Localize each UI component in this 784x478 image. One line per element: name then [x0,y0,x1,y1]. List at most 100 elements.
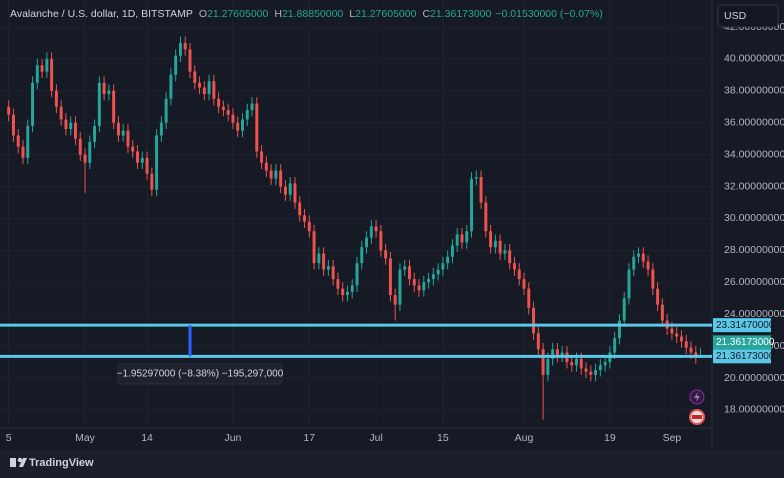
candle-body [164,98,168,123]
candle-body [155,135,159,190]
candle-body [656,288,660,305]
ohlc-value: 21.27605000 [355,8,416,20]
candle-body [169,74,173,99]
y-tick-label: 38.00000000 [724,85,784,97]
candle-body [350,285,354,292]
candle-body [589,371,593,375]
ohlc-key: C [422,8,430,20]
candle-body [393,295,397,305]
candle-body [35,65,39,83]
candle-body [446,256,450,264]
x-tick-label: 5 [6,432,12,444]
candle-body [689,347,693,353]
candle-body [264,162,268,171]
logo-part [10,458,16,467]
candle-body [336,279,340,289]
candle-body [202,87,206,94]
candle-body [441,263,445,270]
candle-body [193,71,197,83]
candle-body [31,82,35,126]
candle-body [183,42,187,50]
candle-body [312,231,316,264]
candle-body [384,250,388,259]
candle-body [59,106,63,120]
candle-body [293,183,297,203]
change: −0.01530000 (−0.07%) [495,8,602,20]
candle-body [403,266,407,270]
candle-body [136,151,139,163]
candle-body [493,240,497,248]
candle-body [617,320,621,339]
candle-body [555,349,559,356]
brand-logo [10,457,27,467]
candle-body [436,269,440,275]
candle-body [532,307,536,334]
candle-body [365,237,369,248]
logo-part [17,457,23,463]
candle-body [388,258,392,296]
y-tick-label: 28.00000000 [724,244,784,256]
candle-body [174,55,178,75]
candle-body [150,173,154,190]
candle-body [260,151,264,163]
candle-body [584,368,588,372]
y-tick-label: 32.00000000 [724,180,784,192]
candle-body [369,226,373,238]
candle-body [360,247,364,264]
footer-bar [0,450,784,478]
y-tick-label: 36.00000000 [724,117,784,129]
candle-body [159,122,163,136]
currency-label: USD [724,10,747,22]
candle-body [479,176,483,203]
candle-body [627,269,631,299]
candle-body [50,58,54,91]
candle-body [326,266,330,270]
candle-body [69,122,73,130]
candle-body [45,58,49,72]
candle-body [651,269,655,289]
ohlc-key: O [199,8,207,20]
candle-body [74,122,77,139]
y-tick-label: 40.00000000 [724,53,784,65]
y-tick-label: 24.00000000 [724,308,784,320]
candle-body [613,338,617,353]
candle-body [512,263,516,270]
candle-body [83,154,87,163]
candle-body [560,352,564,356]
y-tick-label: 34.00000000 [724,148,784,160]
candle-body [570,362,574,366]
candle-body [322,253,326,270]
candle-body [641,253,645,262]
candle-body [546,358,550,375]
measure-label-bg [117,363,283,385]
candle-body [54,90,58,107]
y-tick-label: 26.00000000 [724,276,784,288]
candle-body [517,269,521,280]
candle-body [427,279,431,283]
candle-body [116,122,120,136]
last-price-bg [713,335,771,350]
currency-button[interactable] [717,4,779,28]
candle-body [684,341,688,348]
candle-body [484,202,488,232]
candle-body [231,114,235,123]
x-tick-label: 15 [437,432,449,444]
candle-body [598,365,602,371]
candle-body [11,114,15,136]
candle-body [679,336,683,342]
candle-body [398,269,402,305]
candle-body [236,122,240,131]
candle-body [298,202,302,216]
candle-body [245,109,249,120]
candle-body [503,250,507,254]
candle-body [579,358,583,369]
candle-body [274,170,278,179]
plot-area [7,36,703,420]
x-tick-label: 14 [141,432,153,444]
candle-body [188,49,192,72]
candle-body [527,288,531,308]
candle-body [93,125,97,142]
hline-price-label: 21.36173000 [716,351,775,362]
